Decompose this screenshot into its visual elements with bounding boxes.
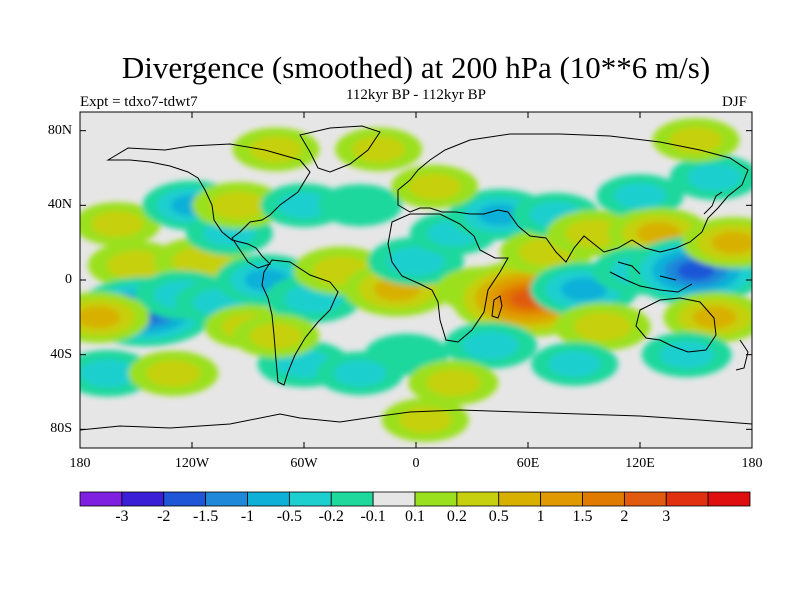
longitude-tick-label: 0 xyxy=(412,456,420,471)
anomaly-blob xyxy=(80,359,136,388)
latitude-tick-label: 40S xyxy=(50,346,72,362)
coastline-japan xyxy=(703,191,723,215)
longitude-tick-label: 120E xyxy=(625,456,655,471)
anomaly-blob xyxy=(333,360,387,387)
anomaly-blob xyxy=(80,306,121,329)
colorbar-label: -0.1 xyxy=(360,508,386,525)
anomaly-blob xyxy=(249,322,303,350)
colorbar-swatch xyxy=(330,491,374,507)
latitude-tick-label: 40N xyxy=(47,197,72,213)
anomaly-blob xyxy=(146,359,201,387)
colorbar-swatch xyxy=(414,491,458,507)
colorbar-swatch xyxy=(456,491,500,507)
anomaly-blob xyxy=(659,341,714,369)
colorbar-label: -0.2 xyxy=(318,508,344,525)
colorbar-swatch xyxy=(623,491,667,507)
anomaly-blob xyxy=(408,173,461,200)
anomaly-blob xyxy=(548,350,601,378)
anomaly-blob xyxy=(687,163,742,191)
coastline-north-america xyxy=(106,143,311,269)
colorbar-label: -2 xyxy=(157,508,171,525)
experiment-label: Expt = tdxo7-tdwt7 xyxy=(80,94,198,110)
anomaly-blob xyxy=(677,261,715,281)
coastline-antarctica xyxy=(80,409,752,431)
coastline-australia xyxy=(635,297,717,353)
coastline-new-zealand xyxy=(735,339,749,371)
colorbar-swatch xyxy=(372,491,416,507)
coastline-africa xyxy=(387,213,509,343)
colorbar-label: 0.2 xyxy=(446,508,467,525)
period-label: 112kyr BP - 112kyr BP xyxy=(345,87,486,103)
colorbar-label: 0.1 xyxy=(405,508,425,525)
colorbar-label: 1 xyxy=(536,508,545,525)
anomaly-blob xyxy=(560,277,608,301)
colorbar-label: -1 xyxy=(240,508,255,525)
colorbar-swatch xyxy=(707,491,751,507)
longitude-tick-label: 180 xyxy=(741,456,763,471)
season-label: DJF xyxy=(722,94,748,110)
colorbar-swatch xyxy=(540,491,583,507)
anomaly-blob xyxy=(399,406,452,434)
axis-ticks xyxy=(79,112,753,448)
colorbar-swatch xyxy=(288,491,332,507)
coastline-eurasia xyxy=(397,133,749,263)
coastline-indonesia xyxy=(609,261,693,293)
anomaly-blob xyxy=(565,219,622,248)
anomaly-blob xyxy=(478,203,522,226)
coastline-south-america xyxy=(261,259,339,386)
coastline-greenland xyxy=(299,125,381,173)
colorbar-swatch xyxy=(79,491,123,507)
colorbar xyxy=(79,491,751,507)
anomaly-blob xyxy=(277,192,331,219)
anomaly-blob xyxy=(91,210,144,238)
longitude-tick-label: 60E xyxy=(516,456,540,471)
longitude-tick-label: 60W xyxy=(290,456,318,471)
longitude-tick-label: 180 xyxy=(69,456,91,471)
longitude-tick-label: 120W xyxy=(174,456,210,471)
colorbar-swatch xyxy=(498,491,542,507)
anomaly-blob xyxy=(249,136,303,163)
anomaly-blob xyxy=(352,136,405,163)
colorbar-swatch xyxy=(247,491,290,507)
colorbar-swatch xyxy=(163,491,207,507)
anomaly-blob xyxy=(613,182,667,210)
colorbar-label: -3 xyxy=(115,508,129,525)
latitude-tick-label: 0 xyxy=(65,272,72,287)
colorbar-label: 3 xyxy=(662,508,671,525)
coastline-madagascar xyxy=(491,295,503,319)
colorbar-label: 2 xyxy=(620,508,629,525)
colorbar-swatch xyxy=(205,491,248,507)
anomaly-blob xyxy=(573,312,632,342)
colorbar-swatch xyxy=(665,491,709,507)
anomaly-blob xyxy=(462,331,519,360)
colorbar-swatch xyxy=(582,491,625,507)
colorbar-label: 1.5 xyxy=(572,508,593,525)
anomaly-blob xyxy=(692,306,737,329)
latitude-tick-label: 80S xyxy=(50,421,72,437)
anomaly-blob xyxy=(107,250,165,280)
anomaly-blob xyxy=(387,246,445,276)
colorbar-swatch xyxy=(121,491,165,507)
anomaly-field xyxy=(80,118,752,442)
anomaly-blob xyxy=(711,231,752,254)
chart-title: Divergence (smoothed) at 200 hPa (10**6 … xyxy=(121,50,711,85)
colorbar-label: 0.5 xyxy=(488,508,509,525)
anomaly-blob xyxy=(426,369,481,397)
anomaly-blob xyxy=(172,246,231,276)
colorbar-label: -0.5 xyxy=(276,508,303,525)
anomaly-blob xyxy=(318,184,402,227)
anomaly-blob xyxy=(210,191,267,220)
colorbar-label: -1.5 xyxy=(192,508,219,525)
coastlines xyxy=(80,125,752,431)
latitude-tick-label: 80N xyxy=(47,122,72,138)
